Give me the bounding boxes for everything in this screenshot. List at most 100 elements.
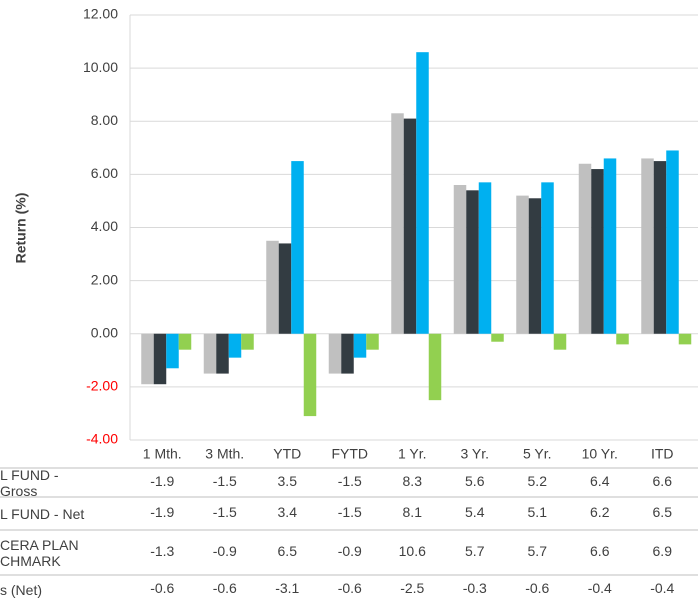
table-value: 6.4 <box>590 473 610 489</box>
bar <box>303 333 317 417</box>
series-name: CERA PLAN CHMARK <box>0 536 79 569</box>
bar <box>528 198 542 334</box>
table-value: 5.6 <box>465 473 485 489</box>
table-value: -0.6 <box>150 580 174 596</box>
table-value: 5.7 <box>528 543 548 559</box>
table-value: -1.9 <box>150 504 174 520</box>
table-value: -1.5 <box>338 473 362 489</box>
table-value: -0.4 <box>588 580 612 596</box>
bar <box>366 333 379 350</box>
x-tick-label: 1 Mth. <box>143 446 182 462</box>
y-tick-label: 4.00 <box>91 218 118 234</box>
table-value: -0.9 <box>338 543 362 559</box>
bar <box>591 169 604 334</box>
table-value: -1.5 <box>213 504 237 520</box>
bar <box>178 333 192 350</box>
table-value: -0.4 <box>650 580 674 596</box>
table-value: 3.4 <box>278 504 298 520</box>
bar <box>228 333 242 358</box>
table-value: 8.3 <box>403 473 423 489</box>
table-value: 8.1 <box>403 504 423 520</box>
bar <box>291 161 304 334</box>
x-tick-label: 3 Yr. <box>460 446 489 462</box>
y-tick-label: 0.00 <box>91 324 118 340</box>
table-value: -2.5 <box>400 580 424 596</box>
y-axis-label: Return (%) <box>13 193 29 264</box>
y-tick-label: 6.00 <box>91 165 118 181</box>
table-value: 5.1 <box>528 504 548 520</box>
bar <box>466 190 479 334</box>
x-tick-label: YTD <box>273 446 301 462</box>
y-tick-label: 8.00 <box>91 112 118 128</box>
table-value: 5.7 <box>465 543 485 559</box>
table-value: -1.5 <box>213 473 237 489</box>
bar <box>341 333 354 374</box>
y-tick-label: 12.00 <box>83 6 118 22</box>
bar <box>403 118 417 334</box>
table-value: 10.6 <box>399 543 426 559</box>
bar <box>478 182 492 334</box>
bar <box>428 333 442 401</box>
bar <box>203 333 217 374</box>
table-value: -1.3 <box>150 543 174 559</box>
table-value: 6.5 <box>653 504 673 520</box>
table-value: -3.1 <box>275 580 299 596</box>
x-tick-label: 3 Mth. <box>205 446 244 462</box>
x-tick-label: 5 Yr. <box>523 446 552 462</box>
bar <box>641 158 654 334</box>
row-header: L FUND - Net <box>0 505 85 522</box>
y-tick-label: -4.00 <box>86 431 118 447</box>
bar <box>328 333 342 374</box>
bar <box>166 333 179 369</box>
bar <box>278 243 292 334</box>
bar <box>666 150 679 334</box>
table-value: 6.9 <box>653 543 673 559</box>
table-value: -0.6 <box>525 580 549 596</box>
table-value: 3.5 <box>278 473 298 489</box>
series-name: s (Net) <box>0 581 42 598</box>
bar <box>516 195 529 334</box>
x-tick-label: FYTD <box>331 446 368 462</box>
x-tick-label: 1 Yr. <box>398 446 427 462</box>
bar <box>653 161 667 334</box>
table-value: -1.9 <box>150 473 174 489</box>
table-value: 6.2 <box>590 504 610 520</box>
table-value: -0.3 <box>463 580 487 596</box>
x-tick-label: ITD <box>651 446 674 462</box>
bar <box>603 158 617 334</box>
table-value: -0.9 <box>213 543 237 559</box>
bar <box>616 333 629 345</box>
row-header: L FUND - Gross <box>0 468 59 497</box>
row-header: CERA PLAN CHMARK <box>0 536 79 569</box>
bar <box>353 333 367 358</box>
bar <box>416 52 429 334</box>
y-tick-label: 10.00 <box>83 59 118 75</box>
bar <box>553 333 567 350</box>
table-value: -1.5 <box>338 504 362 520</box>
bar <box>153 333 167 385</box>
table-value: 5.4 <box>465 504 485 520</box>
table-value: 6.6 <box>590 543 610 559</box>
bar <box>453 185 467 334</box>
x-tick-label: 10 Yr. <box>582 446 618 462</box>
bar <box>266 240 279 334</box>
table-value: 5.2 <box>528 473 548 489</box>
bar <box>141 333 154 385</box>
bar <box>241 333 254 350</box>
row-header: s (Net) <box>0 581 42 598</box>
table-value: 6.6 <box>653 473 673 489</box>
table-value: -0.6 <box>338 580 362 596</box>
series-name: L FUND - Net <box>0 505 85 522</box>
bar <box>216 333 229 374</box>
bar <box>678 333 692 345</box>
bar <box>391 113 404 334</box>
bar <box>491 333 504 342</box>
series-name: L FUND - Gross <box>0 468 59 497</box>
bar <box>541 182 554 334</box>
table-value: -0.6 <box>213 580 237 596</box>
bar <box>578 163 592 334</box>
y-tick-label: -2.00 <box>86 378 118 394</box>
table-value: 6.5 <box>278 543 298 559</box>
y-tick-label: 2.00 <box>91 271 118 287</box>
